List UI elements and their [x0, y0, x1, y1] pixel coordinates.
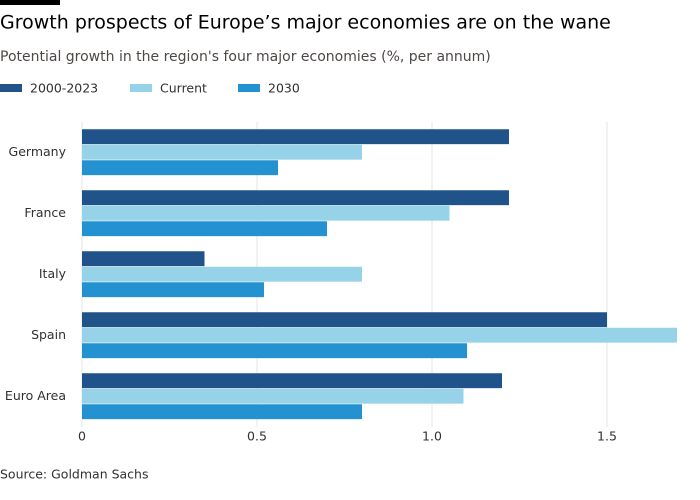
- bar: [82, 144, 362, 160]
- y-tick-label: Italy: [39, 266, 67, 281]
- y-tick-label: Germany: [9, 144, 67, 159]
- legend-label: Current: [160, 81, 207, 96]
- y-tick-label: France: [24, 205, 66, 220]
- legend-swatch: [0, 84, 22, 92]
- chart-subtitle: Potential growth in the region's four ma…: [0, 49, 491, 65]
- bar: [82, 373, 502, 389]
- bar: [82, 388, 464, 404]
- bar: [82, 404, 362, 420]
- legend-swatch: [130, 84, 152, 92]
- chart-title: Growth prospects of Europe’s major econo…: [0, 12, 611, 34]
- brand-bar: [0, 0, 60, 5]
- bar: [82, 190, 509, 206]
- bar: [82, 327, 677, 343]
- bar: [82, 343, 467, 359]
- bar: [82, 160, 278, 176]
- bar: [82, 282, 264, 298]
- bar: [82, 251, 205, 267]
- x-tick-label: 0.5: [247, 429, 267, 444]
- bar: [82, 266, 362, 282]
- y-tick-label: Spain: [31, 327, 66, 342]
- bar: [82, 221, 327, 237]
- bar: [82, 129, 509, 145]
- x-tick-label: 1.5: [597, 429, 617, 444]
- x-tick-label: 0: [78, 429, 86, 444]
- legend-swatch: [238, 84, 260, 92]
- y-tick-label: Euro Area: [5, 388, 66, 403]
- source: Source: Goldman Sachs: [0, 467, 149, 482]
- bar: [82, 312, 607, 328]
- legend-label: 2000-2023: [30, 81, 98, 96]
- legend-label: 2030: [268, 81, 300, 96]
- bar: [82, 205, 450, 221]
- x-tick-label: 1.0: [422, 429, 442, 444]
